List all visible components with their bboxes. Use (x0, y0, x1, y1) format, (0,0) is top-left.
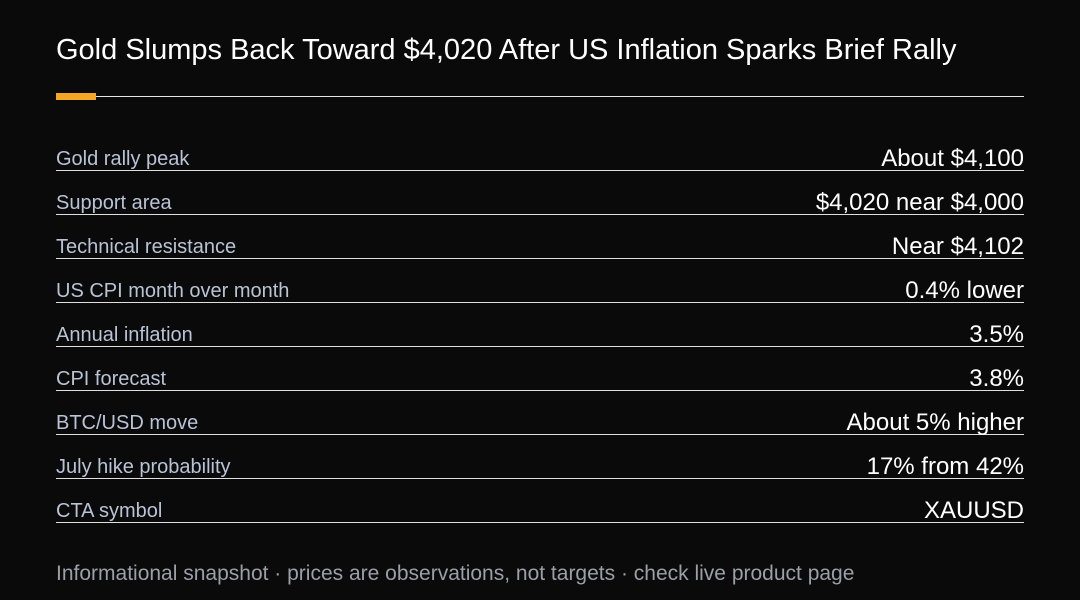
row-rule (56, 258, 1024, 259)
row-value: 0.4% lower (905, 277, 1024, 304)
row-label: BTC/USD move (56, 412, 199, 434)
row-rule (56, 390, 1024, 391)
row-label: Annual inflation (56, 324, 193, 346)
title: Gold Slumps Back Toward $4,020 After US … (56, 34, 957, 66)
row-rule (56, 478, 1024, 479)
row-rule (56, 214, 1024, 215)
row-value: 17% from 42% (866, 453, 1024, 480)
row-label: July hike probability (56, 456, 231, 478)
info-row: July hike probability 17% from 42% (56, 448, 1024, 492)
info-row: BTC/USD move About 5% higher (56, 404, 1024, 448)
title-rule (56, 96, 1024, 97)
row-value: XAUUSD (923, 497, 1024, 524)
info-row: Support area $4,020 near $4,000 (56, 184, 1024, 228)
row-value: Near $4,102 (891, 233, 1024, 260)
info-row: US CPI month over month 0.4% lower (56, 272, 1024, 316)
row-label: Gold rally peak (56, 148, 190, 170)
row-rule (56, 434, 1024, 435)
data-rows: Gold rally peak About $4,100 Support area $… (56, 140, 1024, 536)
row-label: Support area (56, 192, 172, 214)
info-row: CTA symbol XAUUSD (56, 492, 1024, 536)
row-value: 3.8% (969, 365, 1024, 392)
row-rule (56, 522, 1024, 523)
row-rule (56, 170, 1024, 171)
row-value: About $4,100 (881, 145, 1024, 172)
row-label: US CPI month over month (56, 280, 290, 302)
info-row: CPI forecast 3.8% (56, 360, 1024, 404)
row-rule (56, 346, 1024, 347)
row-label: CTA symbol (56, 500, 163, 522)
accent-bar (56, 93, 96, 100)
row-label: Technical resistance (56, 236, 237, 258)
info-row: Annual inflation 3.5% (56, 316, 1024, 360)
info-row: Technical resistance Near $4,102 (56, 228, 1024, 272)
row-value: About 5% higher (846, 409, 1024, 436)
row-label: CPI forecast (56, 368, 167, 390)
row-value: 3.5% (969, 321, 1024, 348)
row-rule (56, 302, 1024, 303)
row-value: $4,020 near $4,000 (815, 189, 1024, 216)
footer-note: Informational snapshot · prices are obse… (56, 562, 855, 585)
info-row: Gold rally peak About $4,100 (56, 140, 1024, 184)
